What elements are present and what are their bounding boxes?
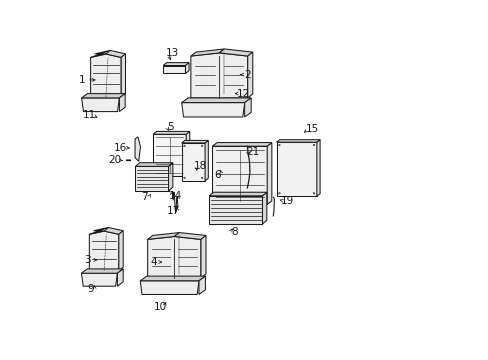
Polygon shape [244,98,251,117]
Text: 18: 18 [194,161,207,171]
Text: 5: 5 [167,122,174,132]
Polygon shape [117,269,123,286]
Polygon shape [190,49,224,56]
Polygon shape [209,192,266,196]
Polygon shape [121,54,125,97]
Polygon shape [182,103,244,117]
Polygon shape [201,235,205,278]
Polygon shape [81,94,125,98]
Polygon shape [190,53,247,98]
Polygon shape [81,273,117,286]
Polygon shape [119,231,123,271]
Text: 6: 6 [214,170,221,180]
Text: 7: 7 [141,192,147,202]
Polygon shape [135,163,172,166]
Polygon shape [147,233,179,239]
Polygon shape [163,66,185,73]
Polygon shape [247,52,252,98]
Polygon shape [81,269,123,273]
Text: 3: 3 [84,255,91,265]
Text: 20: 20 [108,155,121,165]
Polygon shape [119,94,125,112]
Polygon shape [90,50,110,58]
Polygon shape [204,140,208,181]
Text: 15: 15 [305,124,318,134]
Polygon shape [316,140,320,196]
Polygon shape [276,142,316,196]
Polygon shape [106,50,125,58]
Text: 17: 17 [166,206,180,216]
Polygon shape [135,137,140,161]
Polygon shape [182,143,204,181]
Text: 16: 16 [113,143,127,153]
Polygon shape [174,233,205,239]
Text: 9: 9 [87,284,94,294]
Text: 12: 12 [237,89,250,99]
Text: 2: 2 [244,69,250,80]
Text: 10: 10 [153,302,166,312]
Polygon shape [186,131,189,176]
Polygon shape [153,134,186,176]
Polygon shape [153,131,189,134]
Polygon shape [135,166,168,191]
Polygon shape [209,196,262,224]
Text: 14: 14 [168,191,182,201]
Text: 8: 8 [231,227,237,237]
Polygon shape [168,163,172,191]
Polygon shape [273,197,274,216]
Polygon shape [212,143,271,146]
Polygon shape [81,98,119,112]
Polygon shape [185,63,189,73]
Polygon shape [163,63,189,66]
Text: 11: 11 [82,110,96,120]
Polygon shape [276,140,320,142]
Text: 4: 4 [150,257,157,267]
Text: 1: 1 [79,75,85,85]
Polygon shape [147,237,201,278]
Polygon shape [199,276,205,294]
Polygon shape [89,228,108,234]
Polygon shape [89,231,119,271]
Polygon shape [182,140,208,143]
Polygon shape [262,192,266,224]
Text: 21: 21 [245,147,259,157]
Polygon shape [104,228,123,234]
Polygon shape [182,98,251,103]
Text: 19: 19 [281,196,294,206]
Polygon shape [212,146,266,204]
Polygon shape [140,276,205,281]
Text: 13: 13 [165,48,179,58]
Polygon shape [90,54,121,97]
Polygon shape [266,143,271,204]
Polygon shape [219,49,252,56]
Polygon shape [140,281,199,294]
